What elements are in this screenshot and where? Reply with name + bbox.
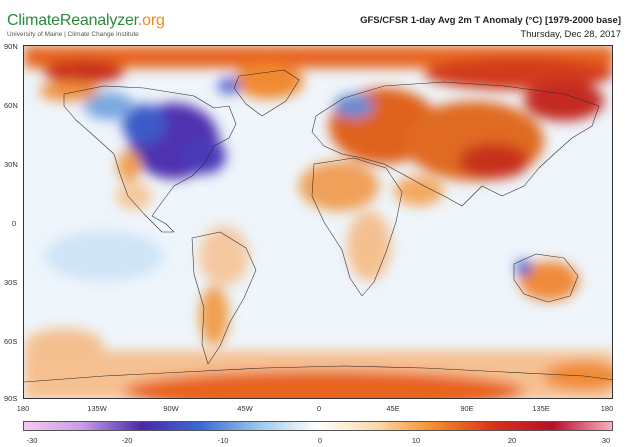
colorbar-tick-10: 10 [411,436,421,445]
lon-label-90w: 90W [163,404,179,413]
colorbar-tick-0: 0 [317,436,323,445]
lon-label-45w: 45W [237,404,253,413]
lat-label-60s: 60S [4,337,18,346]
colorbar-tick-m30: -30 [26,436,38,445]
logo-brand: ClimateReanalyzer [7,12,138,29]
logo-subtitle: University of Maine | Climate Change Ins… [7,31,139,38]
colorbar-tick-m10: -10 [217,436,229,445]
lat-label-60n: 60N [4,101,18,110]
logo[interactable]: ClimateReanalyzer.org [7,12,165,30]
lon-label-45e: 45E [386,404,400,413]
colorbar-tick-20: 20 [507,436,517,445]
lon-label-180e: 180 [600,404,614,413]
lon-label-0: 0 [316,404,322,413]
map-title: GFS/CFSR 1-day Avg 2m T Anomaly (°C) [19… [360,15,621,26]
lon-label-180w: 180 [16,404,30,413]
colorbar-tick-30: 30 [601,436,611,445]
lat-label-90n: 90N [4,42,18,51]
lon-label-135e: 135E [532,404,550,413]
lon-label-90e: 90E [460,404,474,413]
map-graphic [24,46,612,398]
lat-label-30s: 30S [4,278,18,287]
lat-label-30n: 30N [4,160,18,169]
colorbar-tick-m20: -20 [121,436,133,445]
lat-label-90s: 90S [4,394,18,403]
lon-label-135w: 135W [87,404,107,413]
lat-label-0: 0 [12,219,17,228]
anomaly-map[interactable] [23,45,613,399]
logo-tld: .org [137,12,165,29]
colorbar [23,421,613,431]
map-date: Thursday, Dec 28, 2017 [520,29,621,40]
